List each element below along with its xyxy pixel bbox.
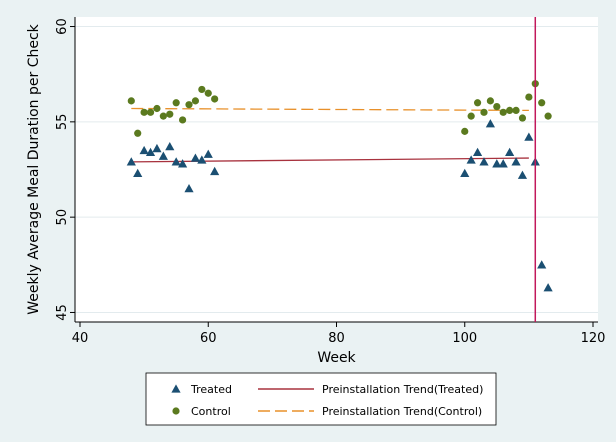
y-axis-title: Weekly Average Meal Duration per Check xyxy=(26,23,42,314)
point-treated xyxy=(197,155,207,164)
point-control xyxy=(185,101,193,109)
point-treated xyxy=(466,155,476,164)
point-control xyxy=(198,85,206,94)
point-control xyxy=(480,108,488,116)
x-tick-label: 80 xyxy=(328,331,345,346)
x-tick-label: 100 xyxy=(452,331,477,346)
point-control xyxy=(518,114,527,122)
point-treated xyxy=(145,147,156,157)
point-control xyxy=(525,93,533,101)
point-control xyxy=(211,95,219,103)
point-control xyxy=(172,99,180,107)
point-treated xyxy=(485,119,495,128)
point-treated xyxy=(472,147,483,157)
grid-layer xyxy=(75,26,598,313)
point-control xyxy=(506,106,514,115)
series-layer xyxy=(126,17,553,322)
point-treated xyxy=(517,170,528,179)
point-treated xyxy=(184,183,194,193)
x-tick-label: 120 xyxy=(581,331,606,346)
point-treated xyxy=(498,159,508,168)
point-treated xyxy=(543,283,553,292)
point-treated xyxy=(126,157,136,166)
point-control xyxy=(538,99,546,107)
legend-symbol-treated xyxy=(171,384,181,393)
trend-line-control xyxy=(131,107,529,112)
y-tick-label: 60 xyxy=(55,18,70,35)
y-tick-label: 50 xyxy=(55,209,70,226)
point-treated xyxy=(479,157,489,166)
point-control xyxy=(127,97,135,105)
point-control xyxy=(204,89,212,97)
point-control xyxy=(493,102,501,111)
point-control xyxy=(153,104,161,113)
point-treated xyxy=(165,142,175,151)
point-treated xyxy=(152,143,162,153)
point-treated xyxy=(210,166,220,176)
point-treated xyxy=(511,157,521,166)
legend-symbol-control xyxy=(172,407,180,415)
x-tick-label: 60 xyxy=(200,331,217,346)
legend-label: Preinstallation Trend(Control) xyxy=(322,405,482,418)
legend: Treated Preinstallation Trend(Treated) Con… xyxy=(145,372,497,426)
point-treated xyxy=(492,159,502,168)
x-tick-label: 40 xyxy=(72,331,89,346)
y-tick-label: 55 xyxy=(55,114,70,131)
point-control xyxy=(512,106,520,115)
point-control xyxy=(146,108,155,116)
legend-label: Control xyxy=(191,405,231,418)
axis-layer: 45 50 55 60 40 60 80 100 120 xyxy=(55,17,605,346)
y-tick-label: 45 xyxy=(55,304,70,321)
legend-box xyxy=(145,372,497,426)
point-control xyxy=(467,112,475,120)
legend-label: Preinstallation Trend(Treated) xyxy=(322,383,483,396)
point-treated xyxy=(190,153,201,162)
point-treated xyxy=(139,145,149,155)
point-treated xyxy=(203,149,213,158)
point-treated xyxy=(505,147,515,157)
point-treated xyxy=(133,168,143,177)
point-control xyxy=(134,129,142,137)
point-control xyxy=(191,97,200,105)
point-treated xyxy=(537,260,547,269)
point-control xyxy=(166,110,174,118)
point-control xyxy=(486,97,494,105)
point-control xyxy=(499,108,507,116)
point-control xyxy=(544,112,552,120)
x-axis-title: Week xyxy=(317,350,356,366)
point-control xyxy=(461,127,469,135)
point-control xyxy=(140,108,148,116)
point-treated xyxy=(178,159,188,168)
point-treated xyxy=(524,132,534,141)
point-control xyxy=(473,99,482,107)
plot-area xyxy=(75,17,598,322)
point-control xyxy=(179,116,187,124)
point-treated xyxy=(171,157,181,166)
point-treated xyxy=(460,168,470,177)
point-treated xyxy=(158,151,168,160)
point-control xyxy=(159,112,167,120)
legend-label: Treated xyxy=(190,383,232,396)
